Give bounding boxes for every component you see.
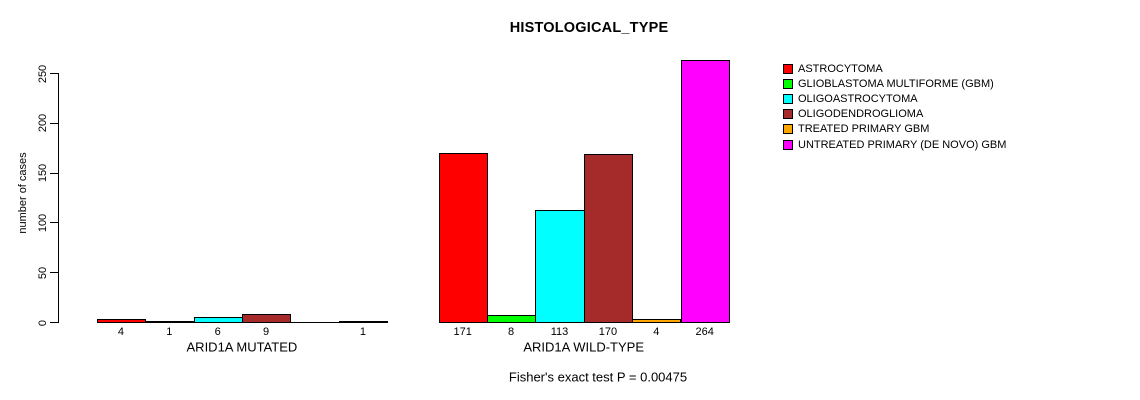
legend-label: OLIGOASTROCYTOMA <box>798 92 918 105</box>
legend-item: UNTREATED PRIMARY (DE NOVO) GBM <box>783 139 1006 151</box>
bar-astrocytoma <box>96 319 147 323</box>
legend-swatch-oligodendroglioma <box>783 109 793 120</box>
bar-value-label: 264 <box>695 325 714 338</box>
legend-item: ASTROCYTOMA <box>783 63 883 75</box>
bar-value-label: 4 <box>653 325 660 338</box>
y-tick-mark <box>49 122 58 124</box>
legend-swatch-glioblastoma-multiforme-gbm <box>783 78 793 89</box>
bar-glioblastoma-multiforme-gbm <box>145 321 195 323</box>
x-group-label: ARID1A MUTATED <box>186 339 298 354</box>
y-tick-label: 150 <box>36 163 49 183</box>
legend-swatch-oligoastrocytoma <box>783 93 793 104</box>
legend-item: OLIGODENDROGLIOMA <box>783 108 923 120</box>
bar-untreated-primary-de-novo-gbm <box>680 60 730 323</box>
bar-value-label: 171 <box>453 325 472 338</box>
bar-value-label: 9 <box>263 325 270 338</box>
bar-oligodendroglioma <box>241 314 292 323</box>
y-tick-label: 200 <box>36 114 49 133</box>
y-tick-mark <box>49 321 58 324</box>
legend-swatch-untreated-primary-de-novo-gbm <box>783 139 793 150</box>
y-tick-mark <box>49 222 58 224</box>
x-group-label: ARID1A WILD-TYPE <box>523 339 645 354</box>
bar-value-label: 1 <box>166 325 173 338</box>
y-tick-label: 0 <box>36 319 49 326</box>
y-tick-mark <box>49 172 58 174</box>
bar-oligodendroglioma <box>583 154 634 323</box>
y-tick-label: 100 <box>36 213 49 233</box>
y-tick-mark <box>49 72 58 75</box>
legend-item: GLIOBLASTOMA MULTIFORME (GBM) <box>783 78 994 90</box>
legend-item: TREATED PRIMARY GBM <box>783 123 929 135</box>
legend-swatch-treated-primary-gbm <box>783 124 793 135</box>
legend-label: ASTROCYTOMA <box>798 62 883 75</box>
y-axis-line <box>57 73 59 323</box>
y-axis-label: number of cases <box>17 152 29 234</box>
bar-glioblastoma-multiforme-gbm <box>486 315 537 323</box>
bar-astrocytoma <box>438 153 488 323</box>
legend-label: OLIGODENDROGLIOMA <box>798 108 924 121</box>
legend-item: OLIGOASTROCYTOMA <box>783 93 918 105</box>
bar-value-label: 1 <box>359 325 366 338</box>
bar-oligoastrocytoma <box>193 317 243 323</box>
legend-label: UNTREATED PRIMARY (DE NOVO) GBM <box>798 138 1007 151</box>
y-tick-label: 50 <box>36 266 49 279</box>
bar-oligoastrocytoma <box>535 210 585 323</box>
legend-swatch-astrocytoma <box>783 63 793 74</box>
legend-label: GLIOBLASTOMA MULTIFORME (GBM) <box>798 77 994 90</box>
y-tick-mark <box>49 272 58 274</box>
bar-value-label: 8 <box>508 325 515 338</box>
bar-value-label: 6 <box>214 325 221 338</box>
bar-treated-primary-gbm <box>632 319 682 323</box>
footnote: Fisher's exact test P = 0.00475 <box>508 369 688 385</box>
bar-untreated-primary-de-novo-gbm <box>338 321 389 323</box>
chart-title: HISTOLOGICAL_TYPE <box>509 20 669 36</box>
bar-value-label: 113 <box>550 325 569 338</box>
bar-value-label: 4 <box>117 325 124 338</box>
y-tick-label: 250 <box>36 64 49 83</box>
bar-value-label: 170 <box>598 325 618 338</box>
legend-label: TREATED PRIMARY GBM <box>798 123 930 136</box>
